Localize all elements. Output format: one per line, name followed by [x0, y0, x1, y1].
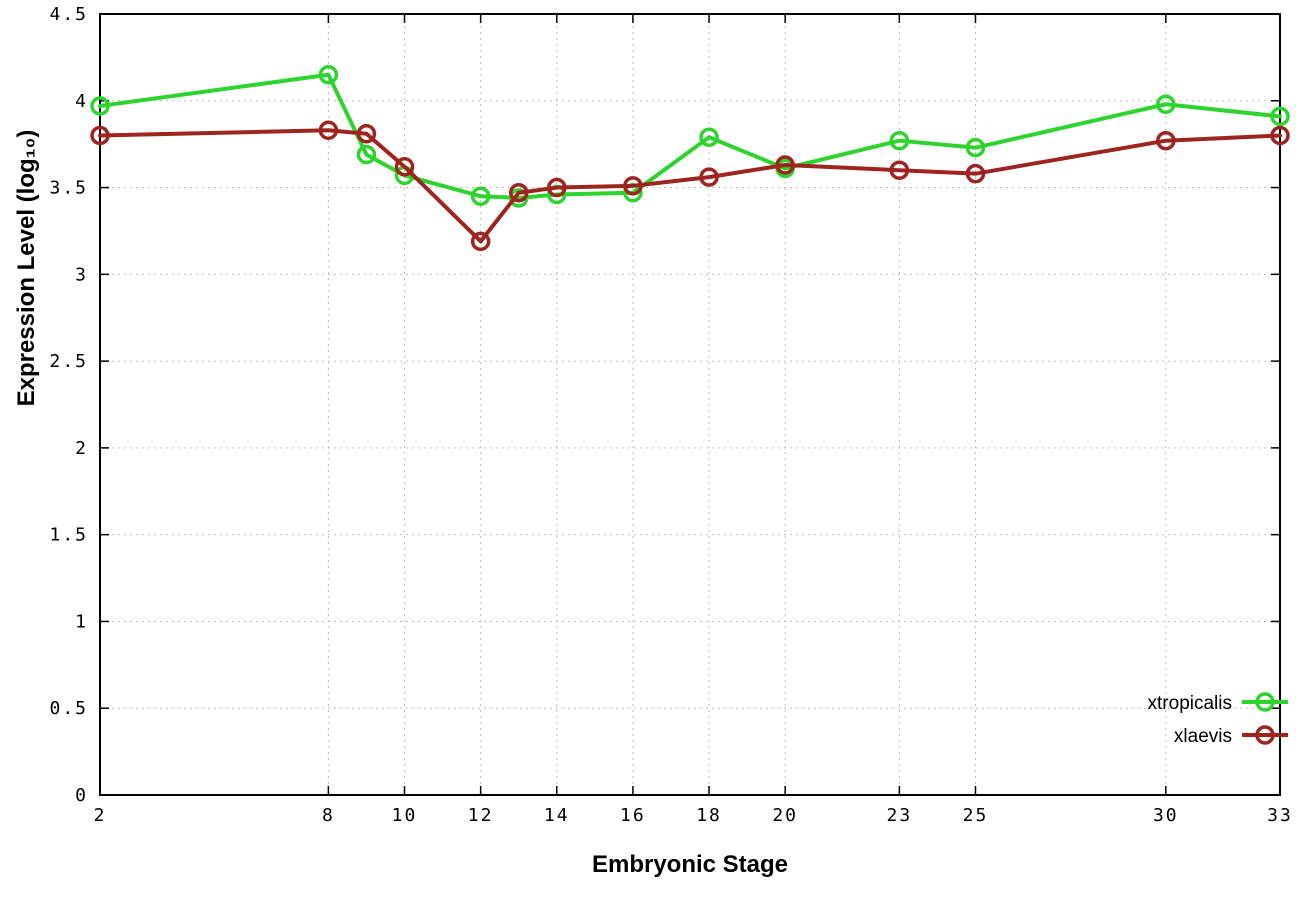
y-tick-label: 3.5 — [49, 178, 88, 199]
data-point-xlaevis — [965, 163, 986, 184]
x-tick-label: 8 — [322, 805, 335, 826]
y-tick-label: 2 — [75, 438, 88, 459]
axis-ticks — [99, 13, 1281, 796]
y-tick-label: 4 — [75, 91, 88, 112]
x-tick-label: 30 — [1153, 805, 1179, 826]
data-point-xlaevis — [318, 120, 339, 141]
data-point-xlaevis — [547, 177, 567, 198]
y-tick-label: 2.5 — [49, 351, 88, 372]
y-tick-label: 0 — [75, 785, 88, 806]
legend: xtropicalis xlaevis — [1148, 692, 1288, 747]
data-point-xtropicalis — [318, 64, 339, 85]
tick-labels: 2 8 10 12 14 16 18 20 23 25 30 33 0 0.5 1 1.5 2 2.5 3 3.5 4 4… — [49, 4, 1293, 826]
legend-marker-xlaevis — [1255, 725, 1275, 745]
x-tick-label: 18 — [696, 805, 722, 826]
data-point-xtropicalis — [889, 130, 910, 151]
plot-border-rect — [99, 13, 1281, 796]
data-point-xlaevis — [90, 125, 110, 146]
data-point-xtropicalis — [1270, 106, 1290, 127]
plot-border — [99, 13, 1281, 796]
data-point-xlaevis — [623, 176, 643, 196]
data-series — [90, 64, 1290, 252]
series-line-xlaevis — [98, 128, 1282, 244]
x-tick-label: 23 — [887, 805, 913, 826]
x-tick-label: 20 — [772, 805, 798, 826]
data-point-xtropicalis — [1156, 94, 1176, 114]
data-point-xtropicalis — [356, 144, 377, 165]
x-tick-label: 2 — [94, 805, 107, 826]
y-tick-label: 1 — [75, 611, 88, 632]
x-axis-label: Embryonic Stage — [592, 851, 788, 878]
x-tick-label: 16 — [620, 805, 646, 826]
legend-label-xtropicalis: xtropicalis — [1148, 693, 1232, 714]
data-point-xtropicalis — [965, 137, 986, 158]
data-point-xlaevis — [699, 167, 719, 187]
data-point-xlaevis — [1156, 130, 1176, 151]
data-point-xlaevis — [889, 160, 910, 180]
data-point-xlaevis — [775, 155, 795, 175]
x-tick-label: 10 — [392, 805, 418, 826]
legend-label-xlaevis: xlaevis — [1174, 726, 1232, 747]
y-tick-label: 3 — [75, 264, 88, 285]
x-tick-label: 12 — [468, 805, 494, 826]
data-point-xtropicalis — [699, 127, 719, 147]
y-tick-label: 0.5 — [49, 698, 88, 719]
legend-marker-xtropicalis — [1255, 692, 1275, 712]
data-point-xlaevis — [508, 183, 529, 203]
data-point-xlaevis — [470, 231, 491, 252]
data-point-xlaevis — [1270, 125, 1290, 146]
x-tick-label: 25 — [963, 805, 989, 826]
data-point-xlaevis — [356, 124, 377, 144]
x-tick-label: 14 — [544, 805, 570, 826]
y-tick-label: 1.5 — [49, 525, 88, 546]
data-point-xtropicalis — [90, 96, 110, 116]
data-point-xlaevis — [394, 156, 415, 177]
y-tick-label: 4.5 — [49, 4, 88, 25]
y-axis-label: Expression Level (log₁₀) — [13, 130, 40, 407]
x-tick-label: 33 — [1267, 805, 1293, 826]
data-point-xtropicalis — [470, 186, 491, 206]
